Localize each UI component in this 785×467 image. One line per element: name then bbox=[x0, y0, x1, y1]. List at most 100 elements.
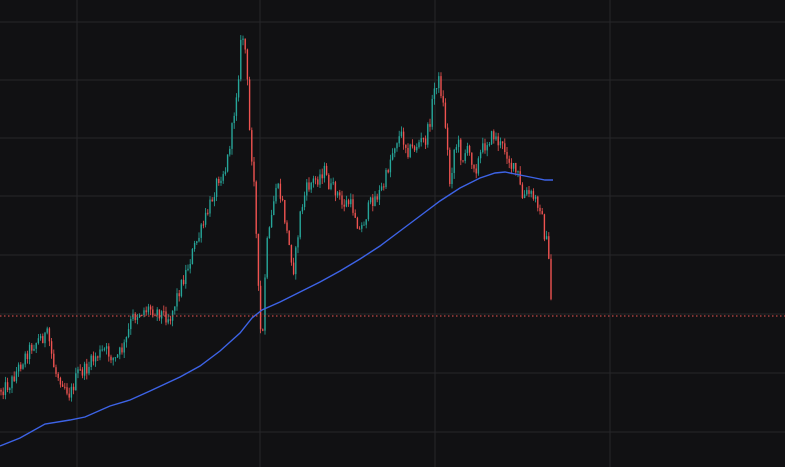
candle-up bbox=[457, 139, 460, 148]
candle-up bbox=[116, 354, 119, 358]
candle-up bbox=[455, 147, 458, 150]
candle-up bbox=[391, 153, 394, 160]
candle-down bbox=[42, 336, 44, 344]
candle-up bbox=[185, 270, 187, 284]
candle-down bbox=[339, 192, 341, 196]
candle-down bbox=[66, 387, 68, 394]
candle-down bbox=[347, 200, 350, 205]
candle-up bbox=[512, 163, 515, 169]
candle-up bbox=[526, 190, 528, 195]
candle-up bbox=[435, 88, 438, 90]
candle-up bbox=[35, 343, 37, 349]
candle-up bbox=[369, 197, 372, 203]
candle-down bbox=[449, 149, 451, 184]
candle-down bbox=[284, 200, 286, 223]
candle-down bbox=[515, 163, 517, 173]
candle-down bbox=[207, 212, 209, 214]
candle-down bbox=[244, 38, 246, 50]
candle-up bbox=[193, 243, 196, 249]
candle-down bbox=[13, 376, 15, 382]
candle-up bbox=[176, 293, 178, 307]
candle-up bbox=[200, 224, 202, 238]
candle-up bbox=[222, 174, 224, 181]
candle-up bbox=[416, 147, 418, 151]
candle-down bbox=[352, 199, 354, 213]
candle-down bbox=[134, 313, 136, 321]
candle-up bbox=[17, 364, 20, 372]
candle-up bbox=[409, 144, 411, 157]
candle-up bbox=[138, 314, 141, 318]
candle-up bbox=[229, 148, 231, 155]
candle-up bbox=[523, 194, 526, 198]
candle-up bbox=[433, 88, 436, 99]
candle-down bbox=[158, 309, 161, 319]
candle-up bbox=[380, 186, 383, 190]
candle-up bbox=[299, 211, 301, 238]
candle-down bbox=[328, 174, 330, 190]
candle-down bbox=[286, 222, 288, 231]
candle-up bbox=[191, 249, 194, 265]
candle-down bbox=[97, 356, 99, 358]
candle-up bbox=[330, 183, 332, 190]
candle-up bbox=[295, 247, 297, 275]
candle-up bbox=[310, 182, 312, 190]
candle-up bbox=[94, 356, 97, 362]
candle-up bbox=[226, 154, 229, 172]
candle-up bbox=[28, 344, 31, 359]
candle-down bbox=[548, 236, 550, 259]
candle-down bbox=[356, 217, 359, 229]
candle-up bbox=[209, 199, 211, 214]
candle-down bbox=[141, 314, 143, 316]
candle-up bbox=[156, 309, 158, 316]
candle-down bbox=[387, 170, 389, 173]
candle-down bbox=[79, 369, 81, 371]
candle-up bbox=[83, 363, 86, 376]
candle-down bbox=[510, 162, 513, 169]
candle-up bbox=[420, 138, 422, 143]
candle-down bbox=[262, 329, 264, 331]
candle-up bbox=[400, 131, 403, 137]
candle-up bbox=[4, 382, 7, 395]
candle-up bbox=[323, 165, 326, 179]
candle-down bbox=[53, 353, 55, 368]
candle-down bbox=[462, 160, 464, 162]
candle-up bbox=[534, 196, 537, 199]
candle-up bbox=[488, 144, 491, 146]
candle-up bbox=[101, 349, 103, 351]
candle-down bbox=[279, 183, 282, 199]
candle-down bbox=[497, 136, 499, 146]
candle-down bbox=[372, 197, 374, 206]
candle-down bbox=[202, 224, 205, 226]
candle-down bbox=[55, 367, 57, 374]
candle-up bbox=[398, 136, 400, 144]
candle-down bbox=[422, 138, 425, 140]
candle-down bbox=[471, 152, 473, 165]
candle-down bbox=[343, 204, 345, 207]
candle-down bbox=[26, 353, 29, 359]
candle-down bbox=[152, 309, 154, 316]
candle-down bbox=[0, 390, 2, 392]
candle-down bbox=[468, 146, 471, 153]
candle-down bbox=[281, 198, 284, 201]
candle-down bbox=[64, 386, 66, 388]
candle-down bbox=[121, 347, 123, 353]
candle-up bbox=[213, 197, 216, 202]
candle-up bbox=[167, 319, 169, 323]
candle-down bbox=[402, 131, 405, 145]
candle-down bbox=[519, 171, 521, 185]
candle-up bbox=[378, 190, 381, 200]
candle-down bbox=[246, 49, 249, 80]
candle-up bbox=[180, 279, 183, 297]
candle-down bbox=[508, 158, 510, 163]
candle-down bbox=[290, 245, 293, 263]
candle-down bbox=[440, 76, 442, 97]
candle-up bbox=[196, 241, 198, 243]
candle-down bbox=[354, 212, 356, 218]
candle-up bbox=[545, 236, 548, 240]
candle-up bbox=[350, 199, 352, 205]
candle-down bbox=[57, 373, 59, 378]
candle-up bbox=[174, 306, 176, 311]
candle-up bbox=[224, 171, 227, 175]
